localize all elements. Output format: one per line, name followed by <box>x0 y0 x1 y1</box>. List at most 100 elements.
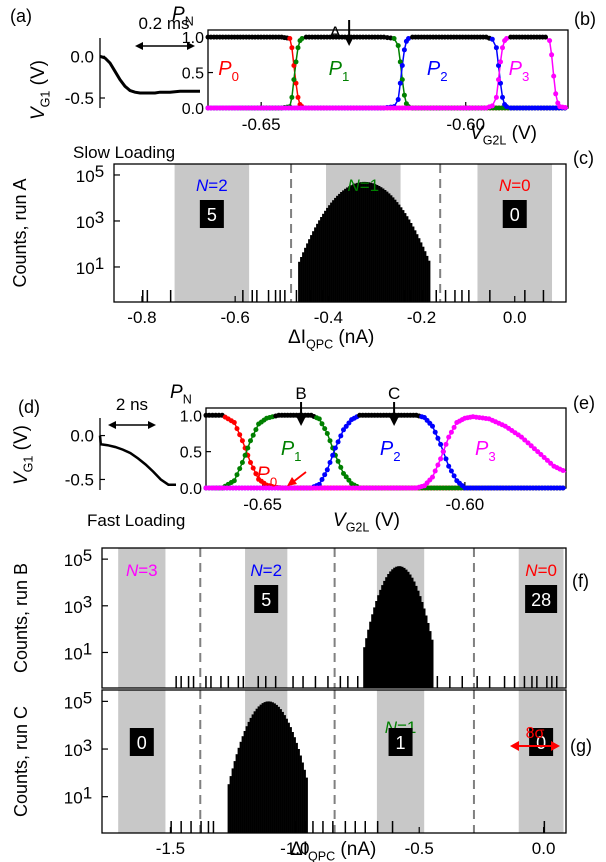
data-point <box>446 434 452 440</box>
y-tick-label: 101 <box>76 254 104 278</box>
histogram-bar <box>367 676 369 688</box>
histogram-bar <box>387 574 390 688</box>
data-point <box>322 472 328 478</box>
data-point <box>548 460 554 466</box>
plot-frame <box>101 689 567 834</box>
histogram-bar <box>416 234 419 302</box>
y-tick-label: 1.0 <box>180 408 202 425</box>
histogram-bar <box>382 188 385 302</box>
histogram-bar <box>427 623 430 688</box>
histogram-bar <box>372 183 375 302</box>
x-tick-label: -0.8 <box>127 308 156 327</box>
histogram-bar <box>362 181 365 302</box>
data-point <box>234 472 240 478</box>
data-point <box>430 423 435 429</box>
histogram-bar <box>293 737 296 833</box>
panel-label: (a) <box>10 6 32 26</box>
histogram-bar <box>309 290 312 302</box>
x-tick-label: -0.65 <box>242 115 281 134</box>
pulse-trace <box>99 54 200 95</box>
y-tick-label: 1.0 <box>182 30 204 47</box>
histogram-bar <box>229 776 232 833</box>
data-point <box>430 474 435 480</box>
histogram-bar <box>385 577 388 688</box>
histogram-bar <box>374 676 376 688</box>
histogram-bar <box>146 290 149 302</box>
histogram-bar <box>302 676 304 688</box>
histogram-bar <box>378 186 381 302</box>
histogram-bar <box>255 708 258 833</box>
y-tick-label: 105 <box>76 162 104 186</box>
data-point <box>489 103 495 109</box>
histogram-bar <box>389 571 392 688</box>
p0-arrow <box>292 471 307 483</box>
histogram-bar <box>187 676 190 688</box>
data-point <box>438 456 444 462</box>
histogram-bar <box>386 191 389 302</box>
histogram-bar <box>314 676 317 688</box>
data-point <box>538 452 544 457</box>
data-point <box>346 477 352 483</box>
y-tick-label: 105 <box>64 688 92 712</box>
data-point <box>528 443 534 449</box>
histogram-bar <box>426 255 429 302</box>
histogram-bar <box>356 182 359 302</box>
shaded-region <box>245 548 288 688</box>
y-tick-label: -0.5 <box>65 470 94 489</box>
histogram-bar <box>431 639 434 688</box>
histogram-bar <box>352 184 355 302</box>
histogram-bar <box>354 821 356 833</box>
histogram-bar <box>261 703 264 833</box>
data-point <box>496 77 501 83</box>
histogram-bar <box>205 676 207 688</box>
histogram-bar <box>301 762 304 833</box>
histogram-bar <box>384 190 387 302</box>
count-label: 0 <box>510 205 520 225</box>
histogram-bar <box>275 704 278 833</box>
data-point <box>250 432 256 438</box>
histogram-bar <box>556 676 558 688</box>
histogram-bar <box>212 821 215 833</box>
histogram-bar <box>237 676 240 688</box>
data-point <box>553 91 559 97</box>
histogram-bar <box>269 701 272 833</box>
data-point <box>560 468 566 473</box>
data-point <box>324 467 330 473</box>
histogram-bar <box>299 755 302 833</box>
y-tick-label: -0.5 <box>65 89 94 108</box>
y-tick-label: 0.0 <box>70 427 94 446</box>
count-label: 28 <box>531 590 551 610</box>
marker-arrow-head <box>389 416 400 426</box>
data-point <box>401 92 407 98</box>
data-point <box>432 429 438 435</box>
histogram-bar <box>380 187 383 302</box>
histogram-bar <box>398 204 401 302</box>
data-point <box>231 478 237 484</box>
data-point <box>451 424 457 430</box>
histogram-bar <box>170 821 172 833</box>
histogram-bar <box>332 821 334 833</box>
histogram-bar <box>330 202 333 302</box>
count-label: 0 <box>536 733 546 753</box>
histogram-bar <box>344 188 347 302</box>
histogram-bar <box>304 821 307 833</box>
panel-c: 101 103 105 -0.8 -0.6 -0.4 -0.2 0.0 Counts, run … <box>10 148 594 352</box>
histogram-bar <box>392 197 395 302</box>
y-axis-label: PN <box>172 4 194 29</box>
histogram-bar <box>375 601 378 688</box>
histogram-bar <box>422 246 425 302</box>
histogram-bar <box>285 718 288 833</box>
shaded-region <box>518 690 564 833</box>
data-point <box>343 474 349 480</box>
histogram-bar <box>461 676 463 688</box>
histogram-bar <box>339 676 342 688</box>
data-point <box>544 457 550 463</box>
y-tick-label: 103 <box>64 593 92 617</box>
histogram-bar <box>350 185 353 302</box>
panel-label: (c) <box>573 148 594 168</box>
histogram-bar <box>207 821 210 833</box>
data-point <box>535 449 541 455</box>
histogram-bar <box>306 243 309 302</box>
